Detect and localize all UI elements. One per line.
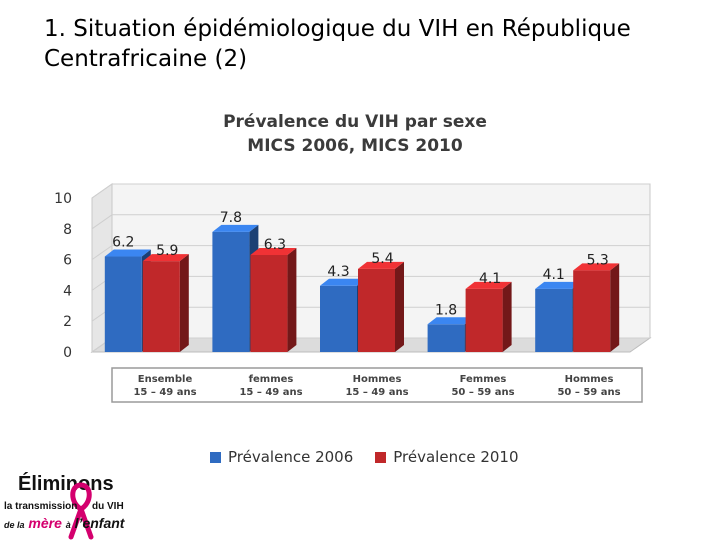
data-label: 4.1 — [543, 267, 565, 283]
legend-label-2010: Prévalence 2010 — [393, 448, 519, 466]
y-tick-label: 4 — [63, 283, 72, 299]
category-table — [111, 367, 643, 403]
data-label: 4.1 — [479, 271, 501, 287]
bar-side — [395, 261, 404, 352]
chart-title-line2: MICS 2006, MICS 2010 — [247, 136, 463, 156]
x-tick-label-line1: Ensemble — [138, 374, 193, 385]
bar-top — [142, 254, 189, 262]
bar-2010 — [250, 254, 288, 352]
logo-line3d: l’enfant — [74, 515, 125, 531]
x-tick-label-line2: 15 – 49 ans — [345, 387, 408, 398]
y-tick-label: 0 — [63, 345, 72, 361]
legend-label-2006: Prévalence 2006 — [228, 448, 354, 466]
data-label: 5.3 — [587, 252, 609, 268]
gridline — [91, 245, 650, 261]
legend-swatch-2010 — [375, 451, 387, 463]
bar-2006 — [104, 256, 142, 352]
bar-top — [358, 261, 404, 269]
data-label: 7.8 — [220, 210, 242, 226]
slide-title: 1. Situation épidémiologique du VIH en R… — [44, 16, 631, 72]
logo-line3c: à — [65, 520, 71, 530]
bar-side — [502, 281, 512, 352]
data-label: 4.3 — [327, 264, 349, 280]
logo-line2b: du VIH — [92, 501, 124, 512]
chart-title-line1: Prévalence du VIH par sexe — [223, 112, 487, 132]
data-label: 6.2 — [112, 235, 134, 251]
bar-2010 — [465, 288, 503, 352]
bar-top — [320, 278, 366, 286]
bar-2010 — [358, 268, 395, 352]
legend-item-2006: Prévalence 2006 — [210, 448, 353, 466]
y-tick-label: 8 — [63, 222, 72, 238]
bar-top — [573, 263, 620, 271]
bar-top — [535, 281, 582, 289]
bar-2006 — [427, 324, 465, 352]
bar-side — [179, 254, 189, 352]
data-label: 5.9 — [156, 243, 178, 259]
bar-top — [427, 317, 474, 325]
x-tick-label-line2: 15 – 49 ans — [239, 387, 302, 398]
legend-swatch-2006 — [210, 451, 221, 463]
bar-top — [250, 247, 297, 255]
data-label: 5.4 — [371, 251, 393, 267]
x-tick-label-line1: Hommes — [353, 374, 402, 385]
bar-2006 — [535, 288, 573, 352]
bar-2006 — [212, 231, 250, 352]
legend-item-2010: Prévalence 2010 — [375, 448, 519, 466]
chart-title: Prévalence du VIH par sexe MICS 2006, MI… — [180, 110, 530, 158]
x-tick-label-line2: 50 – 59 ans — [451, 387, 514, 398]
logo-line3a: de la — [4, 520, 25, 530]
data-label: 1.8 — [435, 302, 457, 318]
logo-line2a: la transmission — [4, 501, 78, 512]
bar-2006 — [320, 285, 357, 352]
gridline — [91, 183, 650, 199]
logo-line3b: mère — [28, 515, 62, 531]
y-tick-label: 10 — [54, 191, 72, 207]
chart-legend: Prévalence 2006 Prévalence 2010 — [210, 448, 541, 466]
campaign-logo: Éliminons la transmission du VIH de la m… — [2, 473, 146, 540]
data-label: 6.3 — [264, 237, 286, 253]
x-tick-label-line2: 50 – 59 ans — [557, 387, 620, 398]
bar-top — [465, 281, 512, 289]
y-tick-label: 2 — [63, 314, 72, 330]
x-tick-label-line1: Hommes — [565, 374, 614, 385]
bar-2010 — [573, 270, 611, 352]
y-tick-label: 6 — [63, 253, 72, 269]
x-tick-label-line2: 15 – 49 ans — [133, 387, 196, 398]
bar-top — [212, 224, 259, 232]
bar-side — [610, 263, 620, 352]
gridline — [91, 214, 650, 230]
bar-chart: 0 2 4 6 8 10 6.2 5.9 7.8 6.3 4.3 5.4 1.8 4.1 4.1 5.3 Ens… — [54, 183, 652, 403]
x-tick-label-line1: Femmes — [460, 374, 507, 385]
bar-top — [104, 249, 151, 257]
bar-2010 — [142, 261, 180, 352]
bar-side — [287, 247, 297, 352]
logo-line3: de la mère à l’enfant — [4, 515, 124, 531]
x-tick-label-line1: femmes — [249, 374, 294, 385]
awareness-ribbon-icon — [68, 482, 94, 540]
